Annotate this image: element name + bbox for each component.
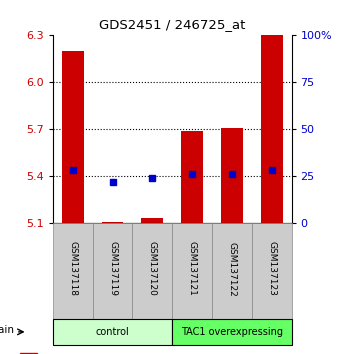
Bar [62,51,84,223]
Bar [252,223,292,319]
Bar [20,353,37,354]
Text: GSM137118: GSM137118 [68,241,77,296]
Bar [261,35,283,223]
Bar [93,223,132,319]
Bar [53,319,172,345]
Text: control: control [96,327,129,337]
Bar [212,223,252,319]
Bar [181,131,203,223]
Bar [172,319,292,345]
Text: GSM137122: GSM137122 [227,241,236,296]
Bar [172,223,212,319]
Bar [132,223,172,319]
Text: GSM137123: GSM137123 [267,241,276,296]
Text: GSM137121: GSM137121 [188,241,197,296]
Text: GSM137119: GSM137119 [108,241,117,296]
Bar [221,128,243,223]
Bar [142,218,163,223]
Bar [102,222,123,223]
Text: TAC1 overexpressing: TAC1 overexpressing [181,327,283,337]
Title: GDS2451 / 246725_at: GDS2451 / 246725_at [99,18,246,32]
Bar [53,223,93,319]
Text: strain: strain [0,325,15,335]
Text: GSM137120: GSM137120 [148,241,157,296]
